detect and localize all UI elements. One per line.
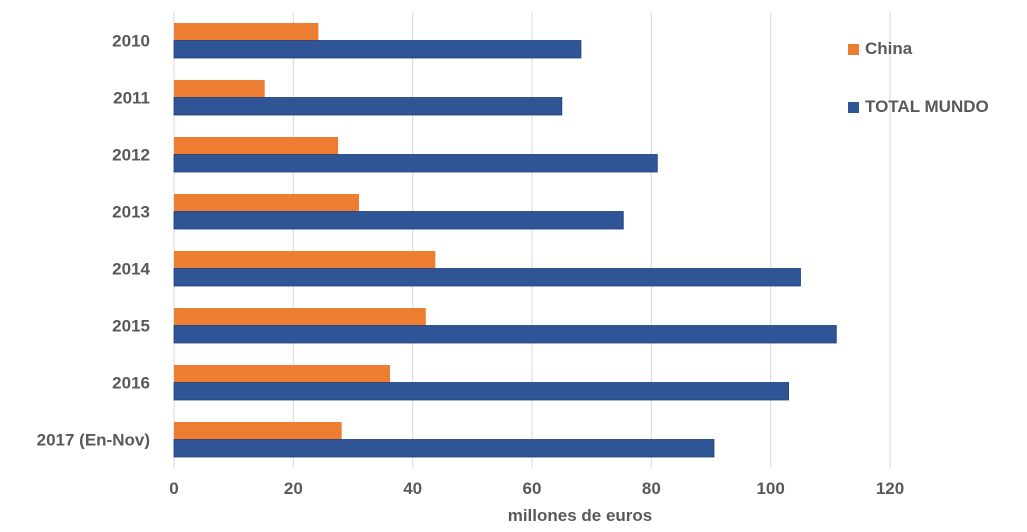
- category-label: 2010: [112, 32, 150, 51]
- legend-label-total-mundo: TOTAL MUNDO: [865, 97, 989, 116]
- legend-swatch-total-mundo: [848, 101, 859, 113]
- bar-china-2: [174, 137, 339, 155]
- legend-swatch-china: [848, 43, 859, 55]
- legend-item-china: China: [848, 36, 989, 62]
- bar-total-mundo-2: [173, 154, 658, 173]
- category-labels: 2010 2011 2012 2013 2014 2015 2016 2017 (En-Nov…: [37, 32, 151, 450]
- bar-total-mundo-4: [173, 268, 801, 287]
- x-tick-label: 60: [523, 479, 542, 498]
- category-label: 2013: [112, 203, 150, 222]
- bar-total-mundo-3: [173, 211, 624, 230]
- bar-china-3: [174, 194, 359, 212]
- x-tick-label: 120: [876, 479, 904, 498]
- x-tick-label: 0: [169, 479, 178, 498]
- x-tick-label: 40: [403, 479, 422, 498]
- x-tick-label: 80: [642, 479, 661, 498]
- bar-china-4: [174, 251, 436, 269]
- x-tick-label: 20: [284, 479, 303, 498]
- legend-label-china: China: [865, 39, 913, 58]
- x-tick-label: 100: [756, 479, 784, 498]
- x-tick-labels: 0 20 40 60 80 100 120: [169, 479, 904, 498]
- legend-item-total-mundo: TOTAL MUNDO: [848, 94, 989, 120]
- category-label: 2014: [112, 260, 150, 279]
- bar-total-mundo-7: [173, 439, 715, 458]
- bar-china-5: [174, 308, 426, 326]
- bar-china-1: [174, 80, 265, 98]
- gridlines: [173, 12, 891, 468]
- legend: China TOTAL MUNDO: [848, 36, 989, 152]
- category-label: 2016: [112, 374, 150, 393]
- category-label: 2015: [112, 317, 150, 336]
- bar-total-mundo-6: [173, 382, 789, 401]
- category-label: 2017 (En-Nov): [37, 431, 150, 450]
- bar-china-7: [174, 422, 342, 440]
- bar-total-mundo-5: [173, 325, 837, 344]
- bar-total-mundo-1: [173, 97, 563, 116]
- bar-china-0: [174, 23, 319, 41]
- bars: [173, 23, 837, 458]
- category-label: 2011: [113, 89, 150, 108]
- category-label: 2012: [112, 146, 150, 165]
- bar-china-6: [174, 365, 390, 383]
- x-axis-title: millones de euros: [508, 506, 653, 525]
- bar-total-mundo-0: [173, 40, 582, 59]
